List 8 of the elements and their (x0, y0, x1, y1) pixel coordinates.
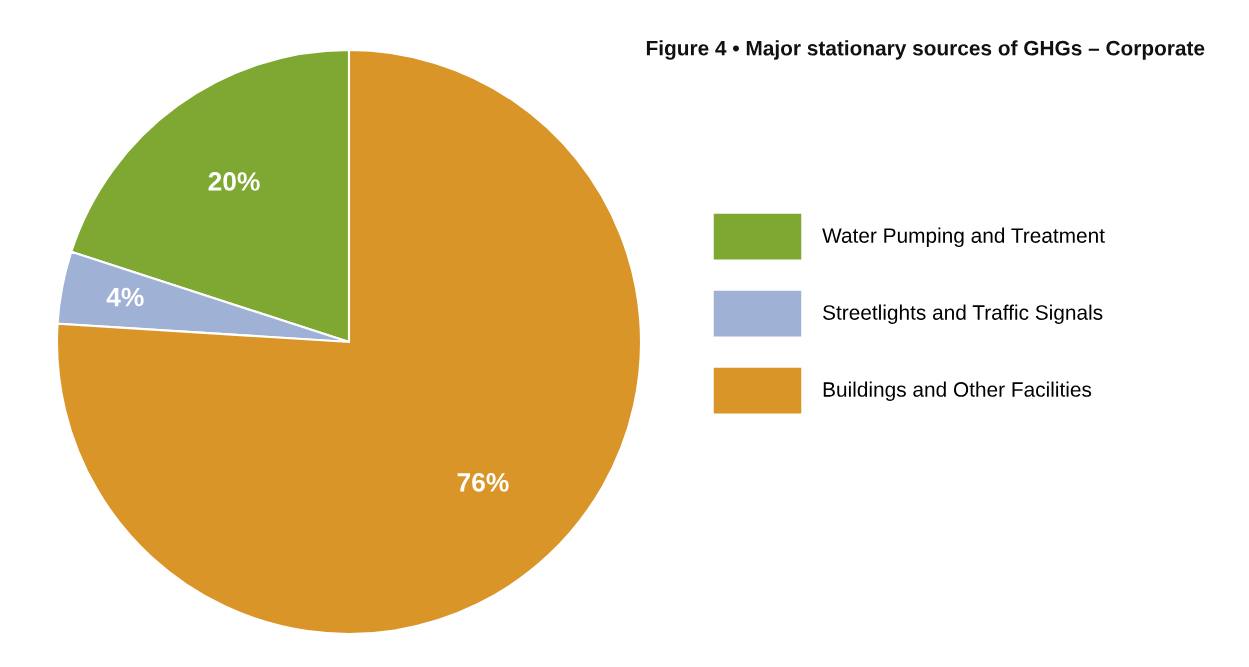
chart-title: Figure 4 • Major stationary sources of GHGs – Corporate (646, 40, 1205, 60)
data-label: 76% (457, 473, 509, 492)
data-label: 4% (106, 287, 144, 307)
legend-label: Buildings and Other Facilities (823, 381, 1092, 401)
legend-label: Water Pumping and Treatment (822, 227, 1105, 248)
data-label: 20% (208, 172, 260, 191)
legend-label: Streetlights and Traffic Signals (823, 304, 1103, 325)
pie-slice (55, 48, 643, 636)
